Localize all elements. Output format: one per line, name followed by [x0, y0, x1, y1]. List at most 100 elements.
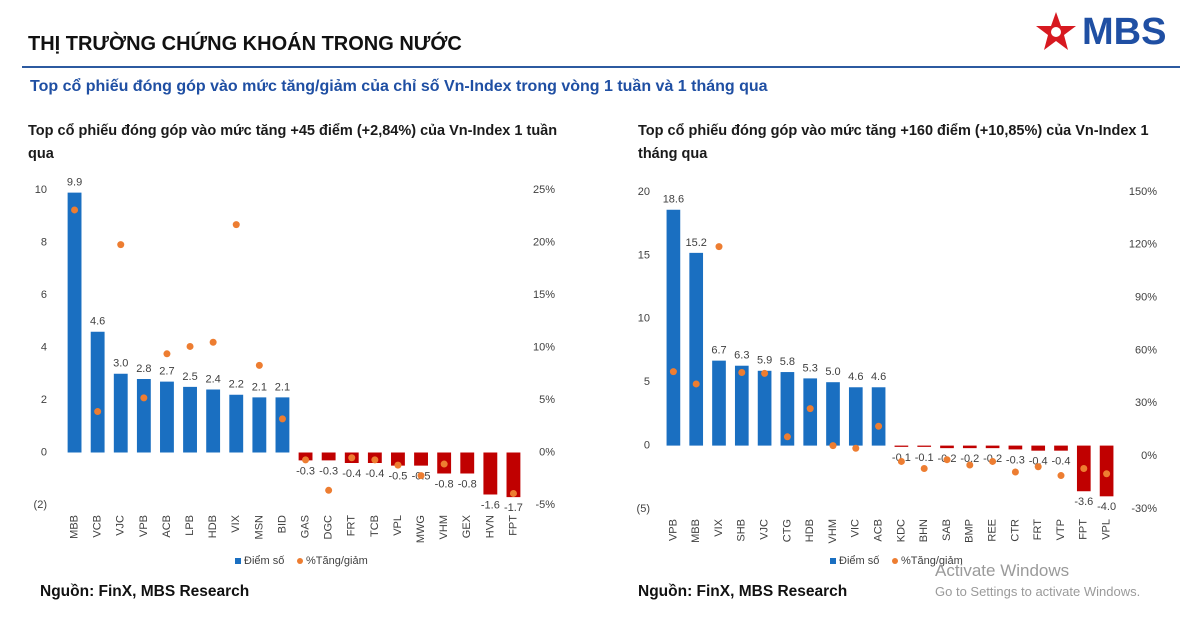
dot	[417, 472, 425, 480]
bar	[460, 452, 475, 474]
x-tick-label: CTR	[1009, 519, 1021, 542]
dot	[1080, 464, 1088, 472]
x-tick-label: VJC	[115, 515, 127, 536]
bar	[712, 360, 726, 446]
y2-tick-label: 25%	[533, 184, 555, 196]
x-tick-label: MSN	[253, 515, 265, 540]
dot	[394, 461, 402, 469]
header-rule	[22, 66, 1180, 68]
bar	[826, 382, 840, 446]
data-label: -0.3	[296, 465, 315, 477]
bar	[894, 445, 909, 447]
x-tick-label: TCB	[369, 515, 381, 537]
data-label: -0.4	[365, 468, 384, 480]
y-tick-label: (2)	[34, 499, 47, 511]
y-tick-label: 5	[644, 376, 650, 388]
y2-tick-label: 20%	[533, 236, 555, 248]
y2-tick-label: -5%	[535, 499, 555, 511]
bar	[252, 397, 267, 453]
y-tick-label: 10	[35, 184, 47, 196]
y2-tick-label: 0%	[539, 446, 555, 458]
y-tick-label: 4	[41, 341, 47, 353]
x-tick-label: BMP	[964, 519, 976, 543]
data-label: 5.9	[757, 355, 772, 367]
bar	[985, 445, 1000, 449]
x-tick-label: VIX	[713, 518, 725, 536]
bar	[848, 387, 863, 446]
dot	[1103, 470, 1111, 478]
bar	[113, 373, 128, 453]
x-tick-label: VPB	[138, 515, 150, 537]
bar	[160, 381, 174, 453]
bar	[871, 387, 886, 446]
data-label: 6.7	[711, 345, 726, 357]
x-tick-label: VIC	[850, 519, 862, 537]
legend-swatch	[235, 558, 241, 564]
legend-swatch	[830, 558, 836, 564]
dot	[1057, 472, 1065, 480]
data-label: -0.4	[342, 468, 361, 480]
data-label: 18.6	[663, 194, 684, 206]
x-tick-label: REE	[987, 519, 999, 542]
dot	[738, 369, 746, 377]
y2-tick-label: 10%	[533, 341, 555, 353]
data-label: -0.5	[388, 471, 407, 483]
data-label: -0.3	[319, 465, 338, 477]
x-tick-label: VCB	[92, 515, 104, 538]
x-tick-label: SHB	[736, 519, 748, 542]
data-label: -1.6	[481, 499, 500, 511]
bar	[780, 372, 795, 446]
bar	[734, 365, 749, 446]
x-tick-label: HDB	[207, 515, 219, 538]
dot	[186, 342, 194, 350]
x-tick-label: VPB	[667, 519, 679, 541]
dot	[278, 415, 286, 423]
dot	[348, 454, 356, 462]
data-label: -0.1	[892, 452, 911, 464]
y-tick-label: 0	[644, 440, 650, 452]
data-label: 5.8	[780, 356, 795, 368]
dot	[140, 394, 148, 402]
data-label: 2.5	[182, 371, 197, 383]
y-tick-label: (5)	[637, 503, 650, 515]
dot	[783, 433, 791, 441]
x-tick-label: KDC	[895, 519, 907, 542]
dot	[761, 369, 769, 377]
y-tick-label: 20	[638, 186, 650, 198]
data-label: 15.2	[685, 237, 706, 249]
data-label: -0.1	[915, 452, 934, 464]
bar	[689, 252, 704, 446]
data-label: -0.2	[960, 453, 979, 465]
dot	[669, 368, 677, 376]
x-tick-label: FPT	[1078, 519, 1090, 540]
data-label: 5.0	[825, 366, 840, 378]
dot	[1034, 463, 1042, 471]
x-tick-label: BID	[276, 515, 288, 533]
subtitle: Top cổ phiếu đóng góp vào mức tăng/giảm …	[30, 78, 768, 95]
x-tick-label: VHM	[827, 519, 839, 543]
bar	[1031, 445, 1046, 451]
bar	[183, 386, 197, 453]
data-label: 4.6	[848, 371, 863, 383]
x-tick-label: GEX	[461, 514, 473, 538]
page-title: THỊ TRƯỜNG CHỨNG KHOÁN TRONG NƯỚC	[28, 33, 462, 55]
dot	[371, 456, 379, 464]
y2-tick-label: 60%	[1135, 344, 1157, 356]
data-label: -3.6	[1074, 496, 1093, 508]
y-tick-label: 15	[638, 249, 650, 261]
data-label: -0.3	[1006, 454, 1025, 466]
dot	[966, 461, 974, 469]
data-label: 4.6	[90, 316, 105, 328]
data-label: 2.1	[275, 381, 290, 393]
bar	[917, 445, 932, 447]
bar	[229, 394, 244, 453]
dot	[71, 206, 79, 214]
dot	[1011, 468, 1019, 476]
dot	[325, 486, 333, 494]
data-label: 3.0	[113, 358, 128, 370]
bar	[962, 445, 977, 449]
y-tick-label: 6	[41, 289, 47, 301]
dot	[806, 405, 814, 413]
chart-title: Top cổ phiếu đóng góp vào mức tăng +160 …	[638, 123, 1149, 162]
